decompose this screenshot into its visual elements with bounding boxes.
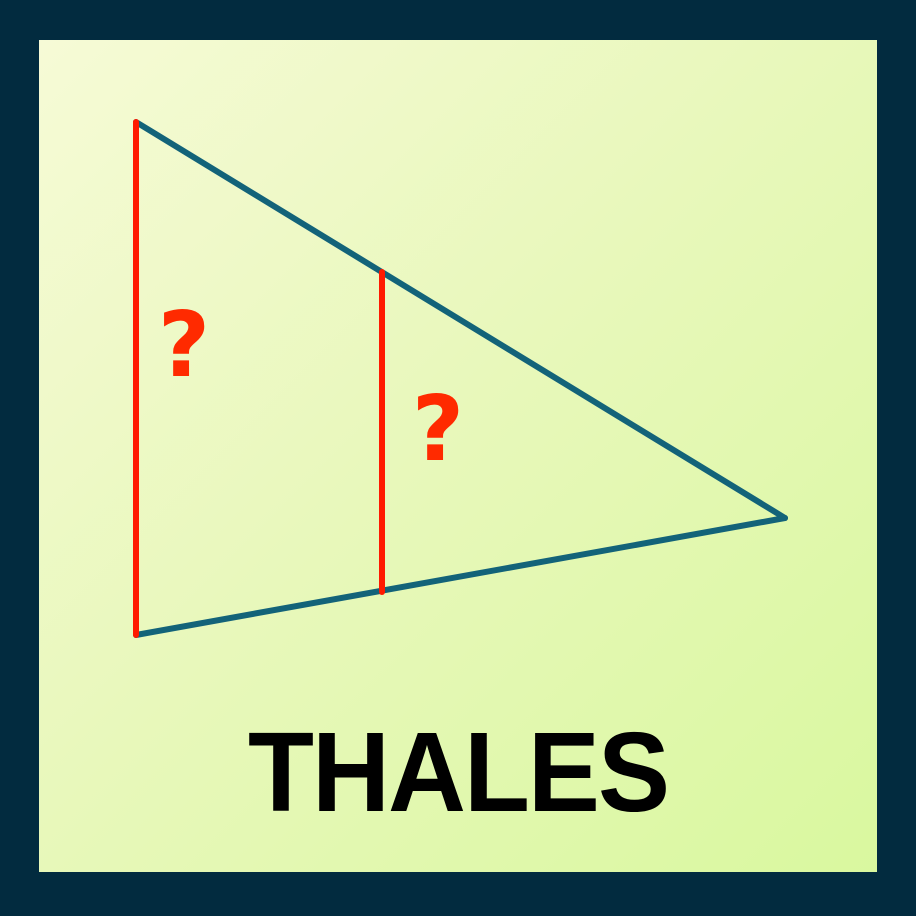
page-title: THALES xyxy=(248,707,670,835)
triangle-top-side xyxy=(133,119,788,521)
diagram-panel xyxy=(39,40,877,872)
triangle-bottom-side xyxy=(133,515,788,638)
middle-segment-question-mark: ? xyxy=(412,377,464,482)
left-side-question-mark: ? xyxy=(158,293,210,398)
